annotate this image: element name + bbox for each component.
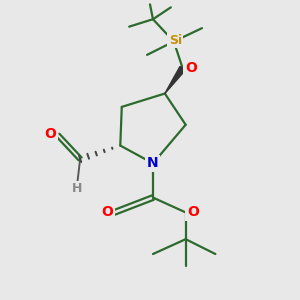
Polygon shape: [165, 66, 185, 94]
Text: O: O: [187, 206, 199, 219]
Text: O: O: [101, 206, 113, 219]
Text: Si: Si: [169, 34, 182, 46]
Text: N: N: [147, 156, 159, 170]
Text: O: O: [185, 61, 197, 75]
Text: H: H: [72, 182, 83, 195]
Text: O: O: [44, 127, 56, 141]
